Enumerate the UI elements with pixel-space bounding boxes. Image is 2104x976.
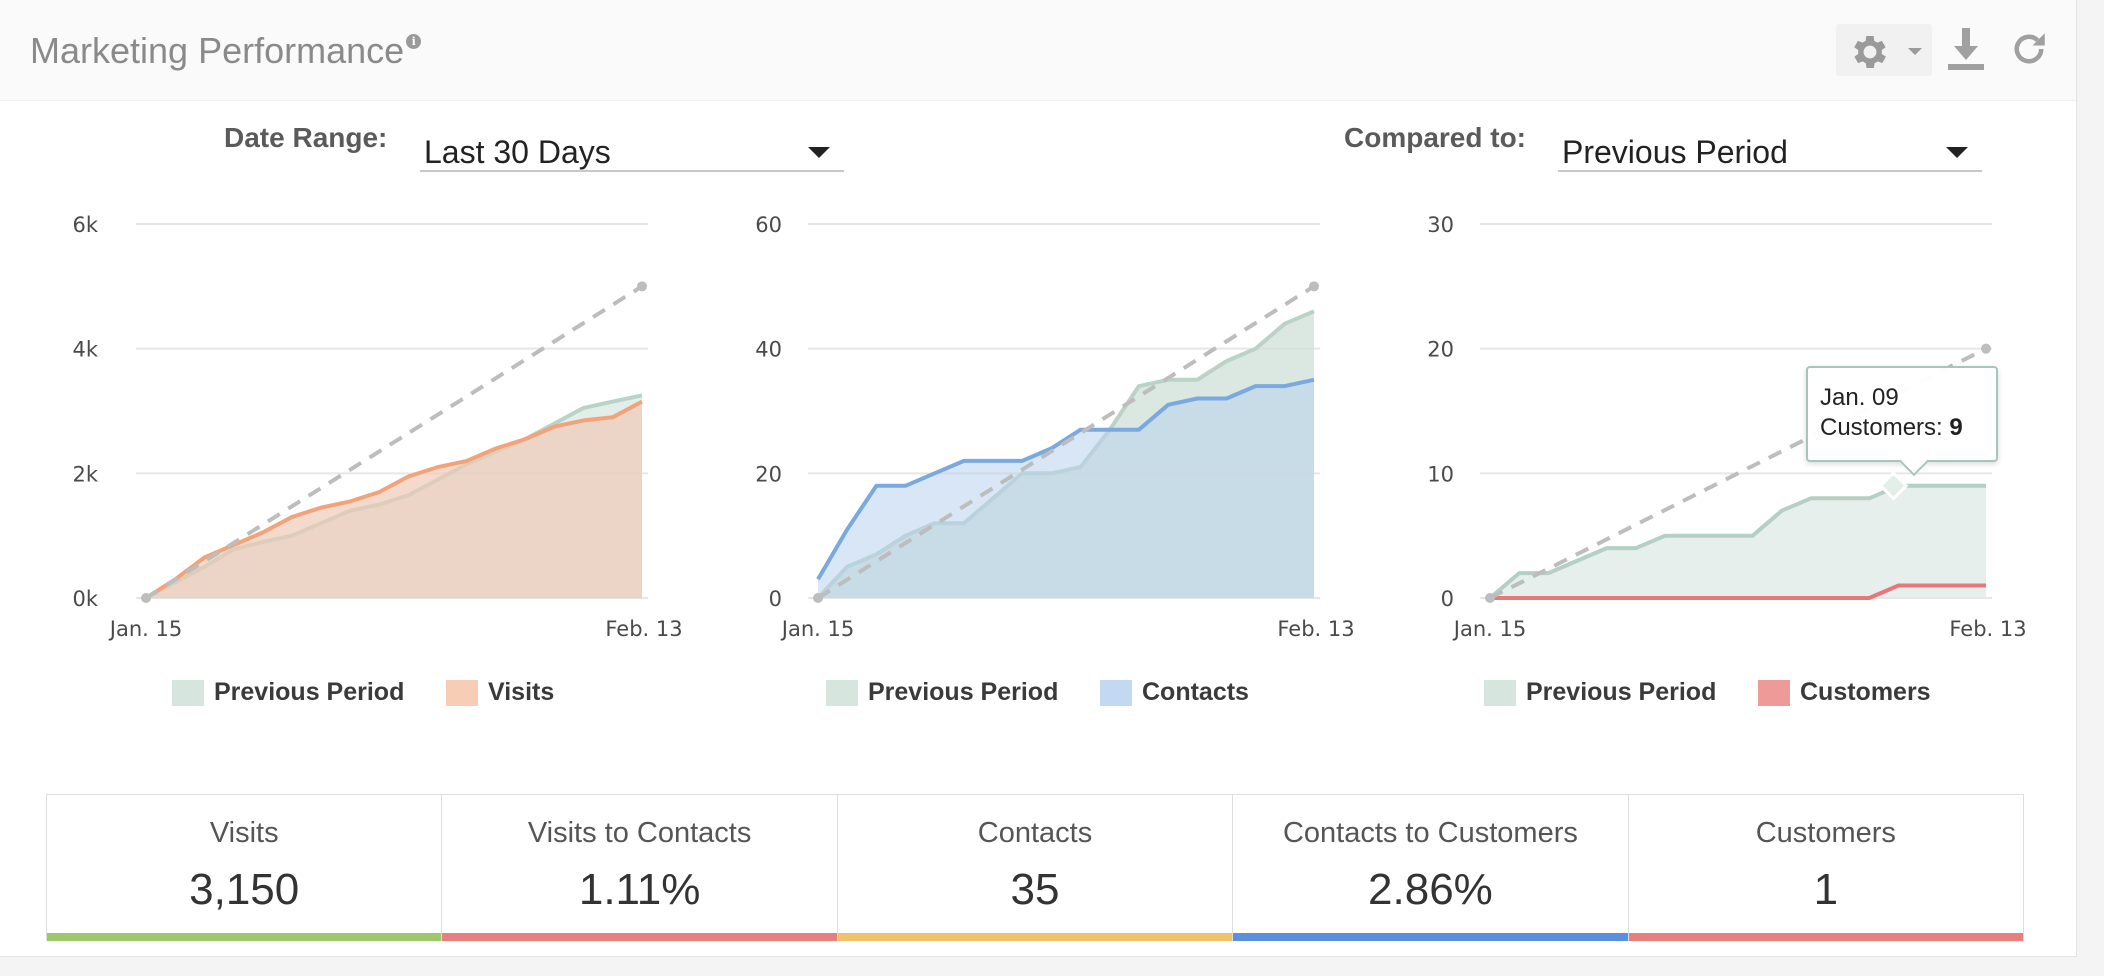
tooltip-label: Customers: xyxy=(1820,414,1943,441)
stat-value: 3,150 xyxy=(189,865,300,914)
series-area xyxy=(1490,485,1986,598)
download-icon xyxy=(1948,28,1984,70)
compared-to-select[interactable]: Previous Period xyxy=(1558,118,1982,172)
y-tick-label: 4k xyxy=(72,338,98,362)
stat-label: Visits to Contacts xyxy=(527,817,752,849)
goal-line xyxy=(144,284,644,600)
y-tick-label: 6k xyxy=(72,213,98,237)
download-button[interactable] xyxy=(1946,26,1986,77)
goal-line xyxy=(816,284,1316,600)
chart-tooltip: Jan. 09 Customers: 9 xyxy=(1806,366,1998,477)
settings-menu-button[interactable] xyxy=(1836,24,1932,76)
stat-contacts: Contacts 35 xyxy=(837,795,1234,941)
date-range-label: Date Range: xyxy=(224,122,388,153)
stat-color-bar xyxy=(1233,933,1628,941)
date-range-value: Last 30 Days xyxy=(424,134,611,170)
legend-swatch xyxy=(1100,680,1132,706)
stat-visits: Visits 3,150 xyxy=(47,795,443,941)
y-tick-label: 30 xyxy=(1427,213,1454,237)
y-tick-label: 60 xyxy=(755,213,782,237)
y-tick-label: 40 xyxy=(755,338,782,362)
goal-startpoint xyxy=(1485,593,1495,603)
refresh-icon xyxy=(2014,33,2045,64)
y-tick-label: 2k xyxy=(72,462,98,486)
stat-value: 1.11% xyxy=(578,865,701,914)
gear-icon xyxy=(1854,36,1886,68)
series-area xyxy=(146,401,642,598)
y-tick-label: 10 xyxy=(1427,462,1454,486)
stat-label: Visits xyxy=(209,817,279,849)
date-range-select[interactable]: Last 30 Days xyxy=(420,118,844,172)
stat-customers: Customers 1 xyxy=(1628,795,2024,941)
stat-value: 35 xyxy=(1010,865,1060,914)
y-tick-label: 0 xyxy=(769,587,782,611)
stat-color-bar xyxy=(47,933,442,941)
goal-endpoint xyxy=(1981,343,1991,354)
legend-swatch xyxy=(826,680,858,706)
x-tick-label: Jan. 15 xyxy=(780,617,854,641)
refresh-button[interactable] xyxy=(2008,26,2050,77)
y-tick-label: 20 xyxy=(755,462,782,486)
stat-color-bar xyxy=(1628,933,2024,941)
goal-startpoint xyxy=(141,593,151,603)
marketing-performance-card: Marketing Performance i Date Range: Last … xyxy=(0,0,2077,957)
goal-endpoint xyxy=(637,281,647,292)
series-line xyxy=(1490,583,1986,600)
stat-value: 1 xyxy=(1813,865,1839,914)
caret-down-icon xyxy=(1946,147,1968,158)
x-tick-label: Jan. 15 xyxy=(1452,617,1526,641)
stat-visits-to-contacts: Visits to Contacts 1.11% xyxy=(442,795,838,941)
goal-endpoint xyxy=(1309,281,1319,292)
info-icon[interactable]: i xyxy=(406,34,422,49)
title-text: Marketing Performance xyxy=(30,30,405,71)
caret-down-icon xyxy=(808,147,830,158)
legend-swatch xyxy=(1484,680,1516,706)
tooltip-line: Customers: 9 xyxy=(1820,414,1963,442)
stat-label: Contacts to Customers xyxy=(1282,817,1578,849)
legend-label: Previous Period xyxy=(214,678,405,706)
legend-swatch xyxy=(1758,680,1790,706)
y-tick-label: 0 xyxy=(1441,587,1454,611)
legend-label: Previous Period xyxy=(1526,678,1717,706)
series-line xyxy=(816,377,1315,581)
stat-label: Contacts xyxy=(977,817,1093,849)
compared-to-value: Previous Period xyxy=(1562,134,1788,170)
y-tick-label: 20 xyxy=(1427,338,1454,362)
chevron-down-icon xyxy=(1908,48,1922,55)
stat-contacts-to-customers: Contacts to Customers 2.86% xyxy=(1233,795,1629,941)
stat-value: 2.86% xyxy=(1368,865,1493,914)
x-tick-label: Jan. 15 xyxy=(108,617,182,641)
stat-color-bar xyxy=(442,933,837,941)
stats-row: Visits 3,150 Visits to Contacts 1.11% Co… xyxy=(46,794,2024,941)
y-tick-label: 0k xyxy=(72,587,98,611)
legend-swatch xyxy=(172,680,204,706)
stat-label: Customers xyxy=(1755,817,1896,849)
tooltip-value: 9 xyxy=(1949,414,1963,441)
hover-marker xyxy=(1878,470,1909,501)
legend-label: Visits xyxy=(488,678,555,706)
legend-label: Previous Period xyxy=(868,678,1059,706)
legend-label: Customers xyxy=(1800,678,1931,706)
x-tick-label: Feb. 13 xyxy=(1949,617,2026,641)
tooltip-date: Jan. 09 xyxy=(1820,384,1899,411)
legend-label: Contacts xyxy=(1142,678,1249,706)
series-area xyxy=(818,379,1314,598)
compared-to-label: Compared to: xyxy=(1344,122,1526,153)
goal-startpoint xyxy=(813,593,823,603)
card-header: Marketing Performance i xyxy=(0,0,2076,101)
x-tick-label: Feb. 13 xyxy=(605,617,682,641)
x-tick-label: Feb. 13 xyxy=(1277,617,1354,641)
legend-swatch xyxy=(446,680,478,706)
page-title: Marketing Performance i xyxy=(30,30,422,72)
stat-color-bar xyxy=(837,933,1233,941)
